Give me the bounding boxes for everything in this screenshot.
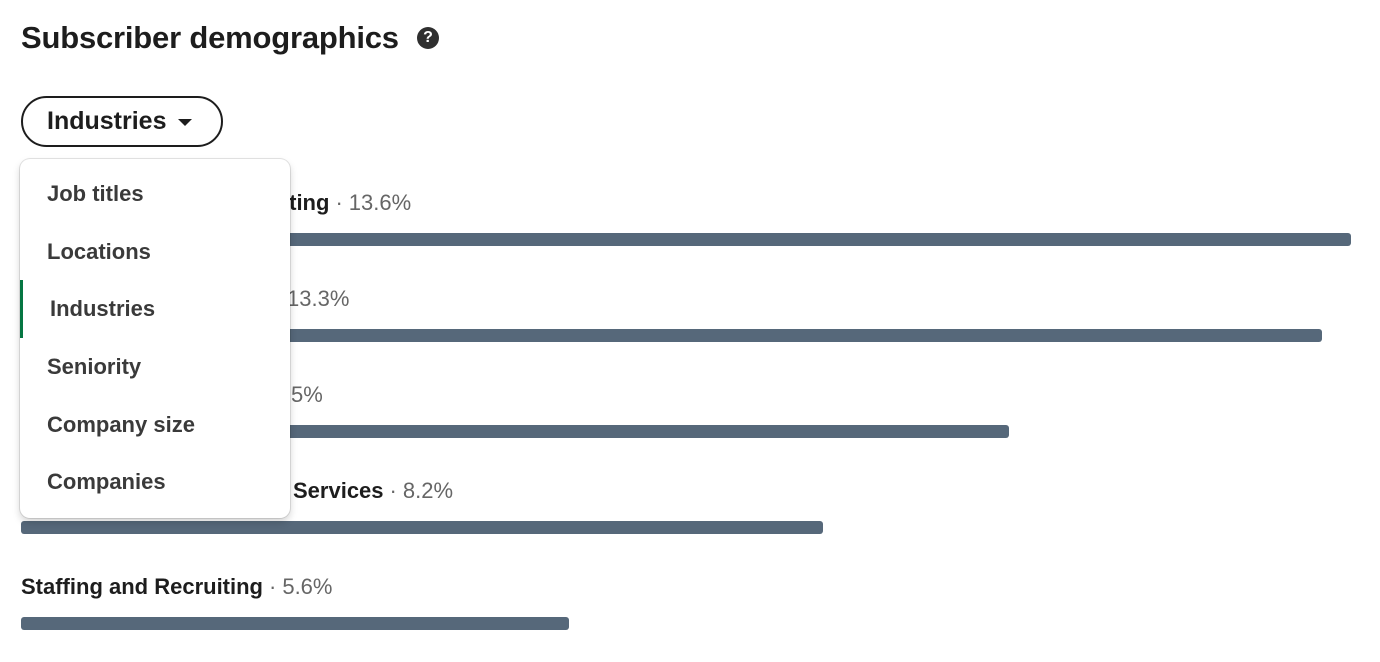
menu-item-seniority[interactable]: Seniority	[47, 353, 142, 379]
industry-percent: 13.3%	[287, 286, 350, 311]
industry-bar	[21, 329, 1322, 342]
industry-row-label: lting · 13.6%	[283, 189, 411, 217]
menu-item-companies[interactable]: Companies	[47, 469, 166, 495]
menu-item-job-titles[interactable]: Job titles	[47, 180, 144, 206]
industry-percent: 13.6%	[348, 190, 412, 215]
separator: ·	[335, 190, 343, 215]
industry-bar	[21, 521, 823, 534]
industry-percent: 5%	[291, 382, 323, 407]
industry-bar	[21, 617, 569, 630]
filter-selected-label: Industries	[47, 107, 167, 135]
help-icon[interactable]: ?	[417, 27, 439, 49]
industry-percent: 8.2%	[402, 478, 454, 503]
menu-item-company-size[interactable]: Company size	[47, 411, 195, 437]
industry-row-label: Staffing and Recruiting · 5.6%	[21, 573, 332, 601]
separator: ·	[389, 478, 397, 503]
caret-down-icon	[178, 119, 193, 126]
separator: ·	[269, 574, 277, 599]
industry-percent: 5.6%	[282, 574, 333, 599]
page-title: Subscriber demographics	[21, 20, 399, 55]
industry-name: lting	[283, 190, 330, 215]
industry-row-label: 5%	[291, 381, 323, 409]
industry-name: Staffing and Recruiting	[21, 574, 263, 599]
industry-row-label: Services · 8.2%	[293, 477, 453, 505]
industry-bar	[21, 233, 1351, 246]
industry-name: Services	[293, 478, 384, 503]
menu-item-industries[interactable]: Industries	[20, 280, 290, 338]
industry-row-label: 13.3%	[287, 285, 349, 313]
demographics-filter-dropdown[interactable]: Industries	[21, 96, 223, 147]
menu-item-locations[interactable]: Locations	[47, 238, 151, 264]
demographics-dropdown-menu: Job titles Locations Industries Seniorit…	[20, 159, 290, 518]
